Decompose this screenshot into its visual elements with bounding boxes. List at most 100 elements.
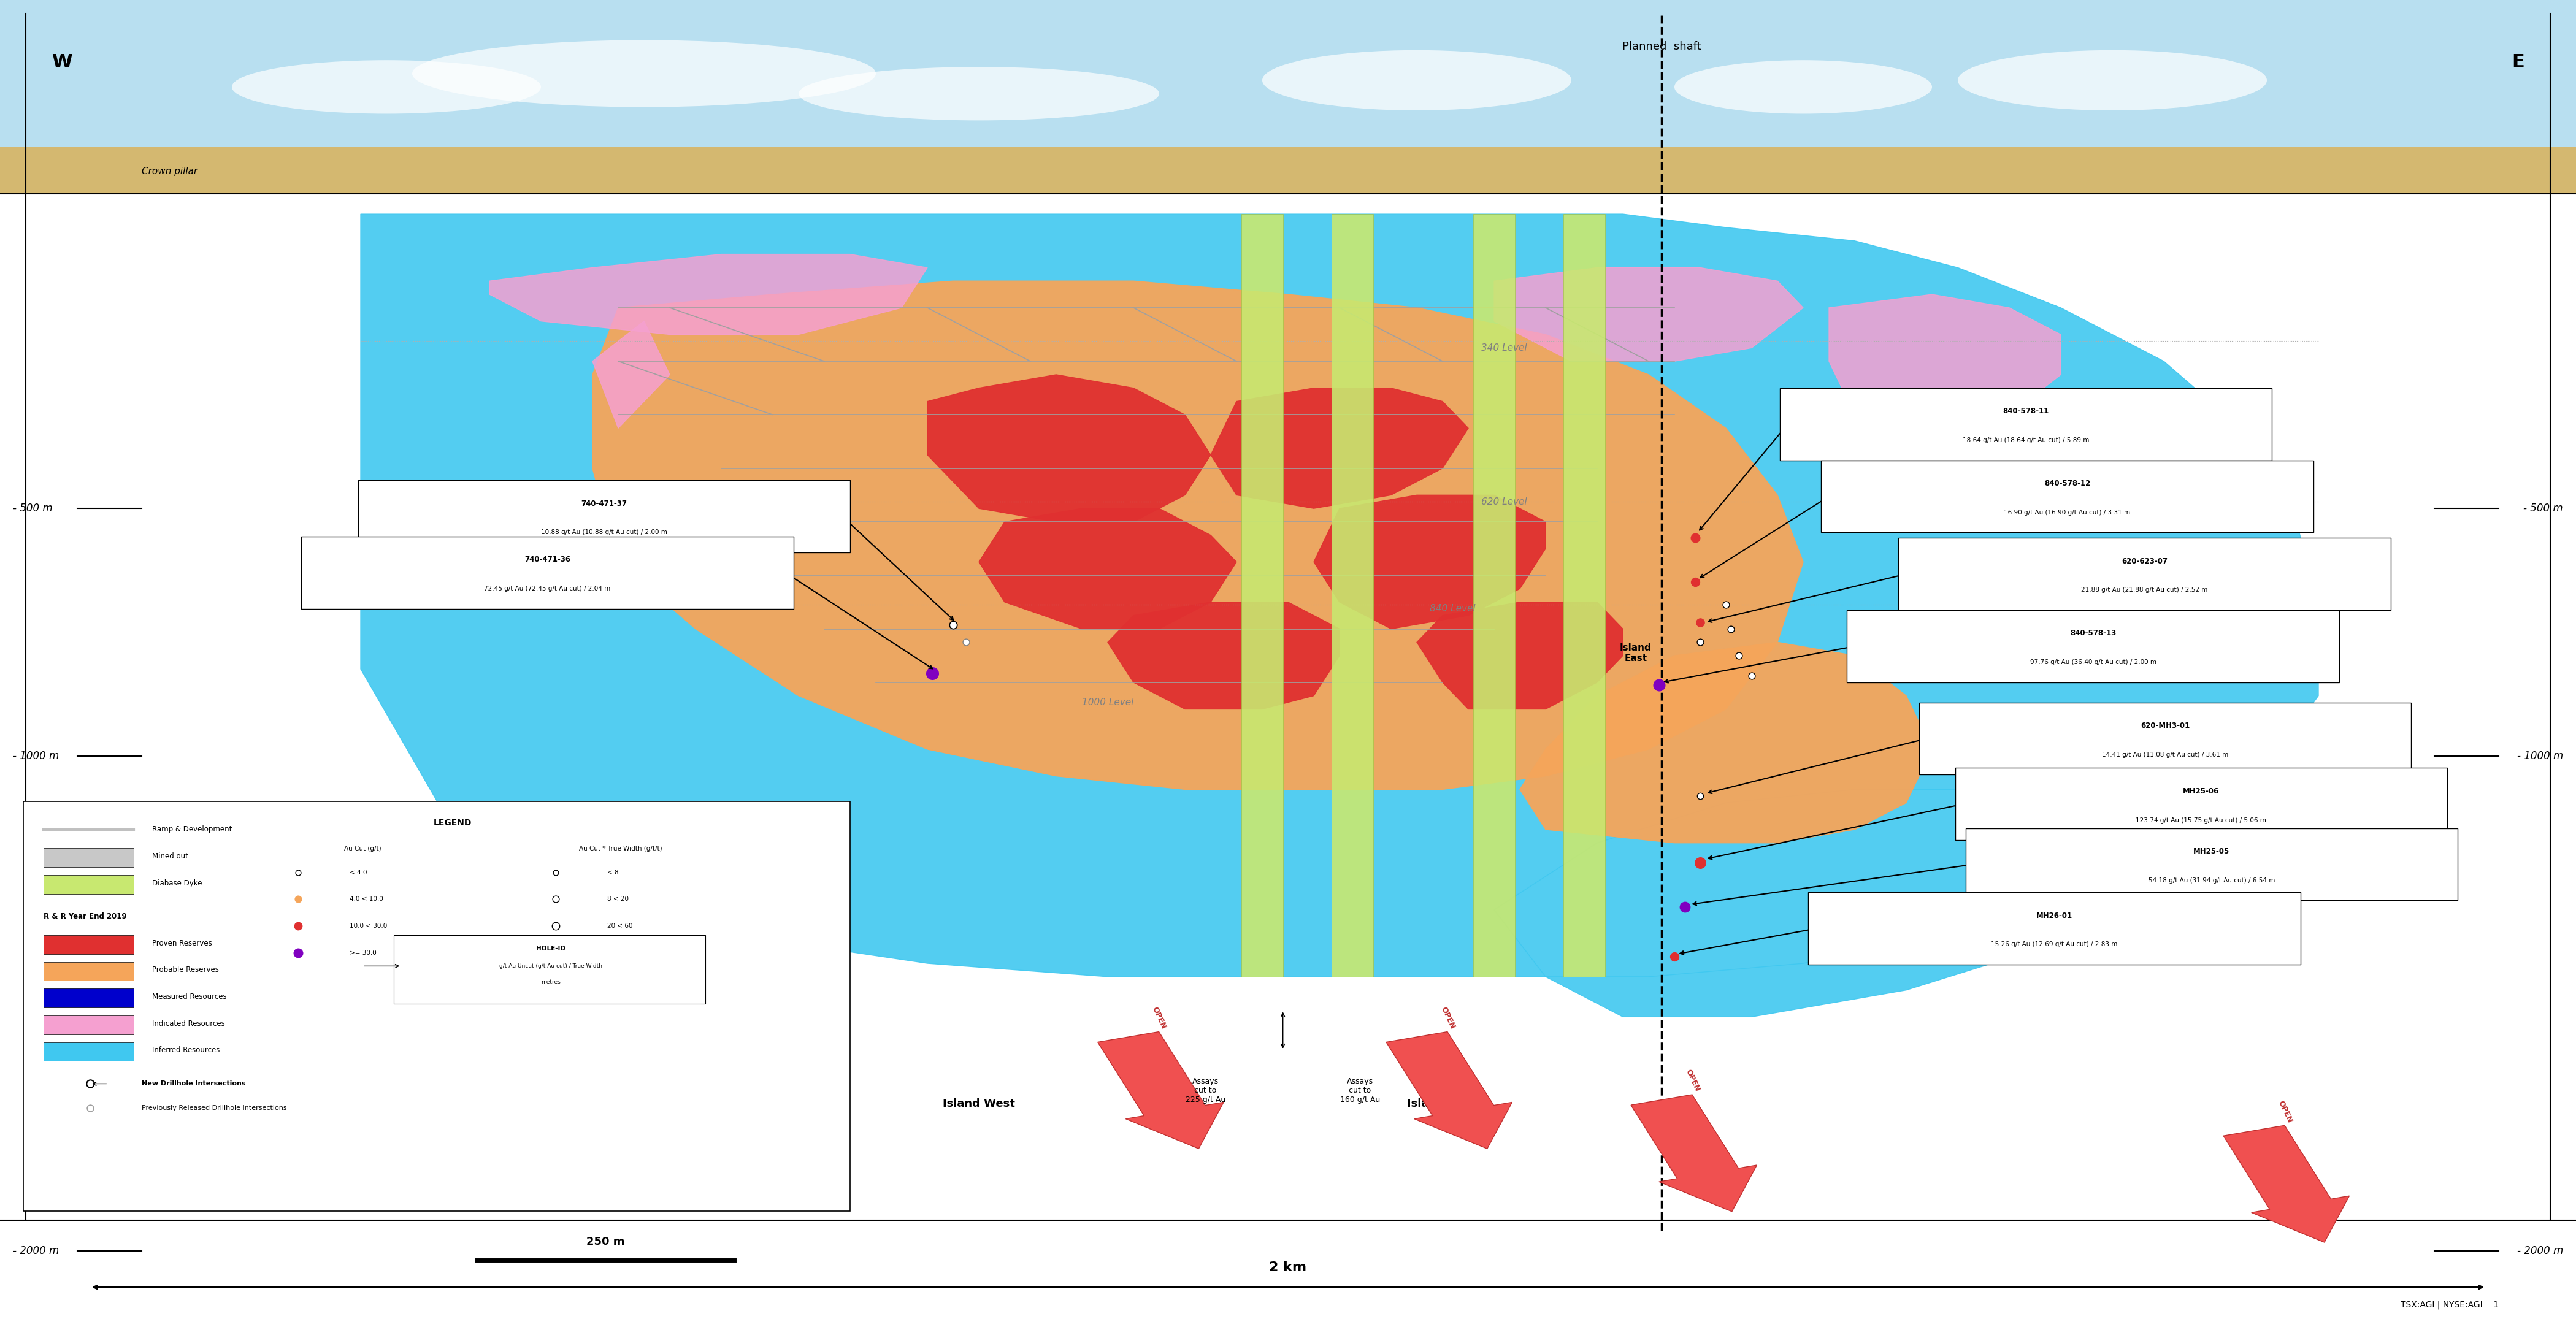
Text: Island West: Island West: [943, 1098, 1015, 1109]
Point: [536, 888, 577, 910]
Point: [1680, 632, 1721, 653]
Polygon shape: [1314, 495, 1546, 629]
Point: [1664, 896, 1705, 918]
FancyArrow shape: [2223, 1125, 2349, 1243]
FancyBboxPatch shape: [44, 875, 134, 894]
FancyBboxPatch shape: [1780, 388, 2272, 460]
Text: Proven Reserves: Proven Reserves: [152, 939, 211, 947]
FancyBboxPatch shape: [0, 147, 2576, 194]
Text: >= 60: >= 60: [608, 950, 629, 955]
FancyBboxPatch shape: [44, 1042, 134, 1061]
FancyBboxPatch shape: [44, 935, 134, 954]
Point: [70, 1097, 111, 1119]
Text: MH26-01: MH26-01: [2035, 911, 2074, 919]
Text: - 2000 m: - 2000 m: [13, 1246, 59, 1256]
Text: OPEN: OPEN: [2277, 1098, 2293, 1124]
FancyBboxPatch shape: [394, 935, 706, 1004]
Text: 620-MH3-01: 620-MH3-01: [2141, 721, 2190, 729]
Point: [1680, 852, 1721, 874]
Text: - 1000 m: - 1000 m: [13, 751, 59, 761]
Point: [1680, 611, 1721, 633]
Text: MH25-06: MH25-06: [2182, 787, 2221, 795]
Point: [278, 942, 319, 963]
Point: [1710, 618, 1752, 640]
Polygon shape: [1494, 268, 1803, 361]
Polygon shape: [927, 375, 1211, 522]
Text: Diabase Dyke: Diabase Dyke: [152, 879, 201, 887]
Point: [1674, 571, 1716, 593]
Text: Ramp & Development: Ramp & Development: [152, 826, 232, 834]
Ellipse shape: [232, 60, 541, 114]
FancyBboxPatch shape: [1821, 460, 2313, 533]
Point: [278, 862, 319, 883]
Text: HOLE-ID: HOLE-ID: [536, 946, 567, 951]
Point: [1674, 527, 1716, 549]
Point: [1654, 946, 1695, 967]
Text: 20 < 60: 20 < 60: [608, 923, 634, 929]
Text: OPEN: OPEN: [1685, 1068, 1700, 1093]
Polygon shape: [1211, 388, 1468, 508]
Text: 840-578-13: 840-578-13: [2071, 629, 2115, 637]
Text: - 1000 m: - 1000 m: [2517, 751, 2563, 761]
Text: 18.64 g/t Au (18.64 g/t Au cut) / 5.89 m: 18.64 g/t Au (18.64 g/t Au cut) / 5.89 m: [1963, 438, 2089, 443]
Point: [1680, 785, 1721, 807]
Point: [1638, 674, 1680, 696]
Text: - 500 m: - 500 m: [2524, 503, 2563, 514]
Text: New Drillhole Intersections: New Drillhole Intersections: [142, 1081, 245, 1086]
Text: g/t Au Uncut (g/t Au cut) / True Width: g/t Au Uncut (g/t Au cut) / True Width: [500, 963, 603, 969]
FancyBboxPatch shape: [1919, 702, 2411, 775]
FancyBboxPatch shape: [1332, 214, 1373, 977]
Text: TSX:AGI | NYSE:AGI    1: TSX:AGI | NYSE:AGI 1: [2401, 1301, 2499, 1309]
Text: Assays
cut to
160 g/t Au: Assays cut to 160 g/t Au: [1340, 1077, 1381, 1104]
Text: 2 km: 2 km: [1270, 1262, 1306, 1274]
Text: 740-471-36: 740-471-36: [526, 555, 569, 563]
Text: 250 m: 250 m: [587, 1236, 623, 1247]
Text: - 500 m: - 500 m: [13, 503, 52, 514]
FancyBboxPatch shape: [0, 0, 2576, 161]
Text: 1000 Level: 1000 Level: [1082, 698, 1133, 706]
Point: [1680, 611, 1721, 633]
Text: Assays
cut to
225 g/t Au: Assays cut to 225 g/t Au: [1185, 1077, 1226, 1104]
Text: 840-578-12: 840-578-12: [2045, 479, 2089, 487]
FancyBboxPatch shape: [23, 801, 850, 1211]
Text: >= 30.0: >= 30.0: [350, 950, 376, 955]
Text: 123.74 g/t Au (15.75 g/t Au cut) / 5.06 m: 123.74 g/t Au (15.75 g/t Au cut) / 5.06 …: [2136, 818, 2267, 823]
Polygon shape: [1520, 642, 1932, 843]
Text: LEGEND: LEGEND: [433, 819, 471, 827]
Text: Au Cut * True Width (g/t/t): Au Cut * True Width (g/t/t): [580, 846, 662, 852]
Ellipse shape: [412, 40, 876, 107]
FancyBboxPatch shape: [1564, 214, 1605, 977]
FancyBboxPatch shape: [1955, 768, 2447, 840]
Polygon shape: [489, 254, 927, 334]
FancyBboxPatch shape: [44, 1016, 134, 1034]
FancyBboxPatch shape: [1965, 828, 2458, 900]
FancyArrow shape: [1631, 1094, 1757, 1212]
Text: MH25-05: MH25-05: [2192, 847, 2231, 855]
FancyBboxPatch shape: [1242, 214, 1283, 977]
Point: [536, 862, 577, 883]
Text: W: W: [52, 54, 72, 71]
Point: [536, 942, 577, 963]
Polygon shape: [361, 214, 2318, 1017]
Text: 10.88 g/t Au (10.88 g/t Au cut) / 2.00 m: 10.88 g/t Au (10.88 g/t Au cut) / 2.00 m: [541, 530, 667, 535]
Text: 840 Level: 840 Level: [1430, 605, 1476, 613]
Point: [1705, 594, 1747, 615]
Point: [1674, 571, 1716, 593]
Text: Indicated Resources: Indicated Resources: [152, 1020, 224, 1028]
Point: [1718, 645, 1759, 666]
Text: 620 Level: 620 Level: [1481, 498, 1528, 506]
Text: 840-578-11: 840-578-11: [2004, 407, 2048, 415]
Text: 72.45 g/t Au (72.45 g/t Au cut) / 2.04 m: 72.45 g/t Au (72.45 g/t Au cut) / 2.04 m: [484, 586, 611, 591]
Text: 10.0 < 30.0: 10.0 < 30.0: [350, 923, 386, 929]
Text: 97.76 g/t Au (36.40 g/t Au cut) / 2.00 m: 97.76 g/t Au (36.40 g/t Au cut) / 2.00 m: [2030, 660, 2156, 665]
Text: Crown pillar: Crown pillar: [142, 167, 198, 175]
Text: 340 Level: 340 Level: [1481, 344, 1528, 352]
Text: 14.41 g/t Au (11.08 g/t Au cut) / 3.61 m: 14.41 g/t Au (11.08 g/t Au cut) / 3.61 m: [2102, 752, 2228, 757]
Point: [70, 1073, 111, 1094]
FancyBboxPatch shape: [44, 962, 134, 981]
Text: E: E: [2512, 54, 2524, 71]
Text: Measured Resources: Measured Resources: [152, 993, 227, 1001]
Text: 8 < 20: 8 < 20: [608, 896, 629, 902]
Text: Island Main: Island Main: [1406, 1098, 1479, 1109]
FancyBboxPatch shape: [358, 480, 850, 553]
